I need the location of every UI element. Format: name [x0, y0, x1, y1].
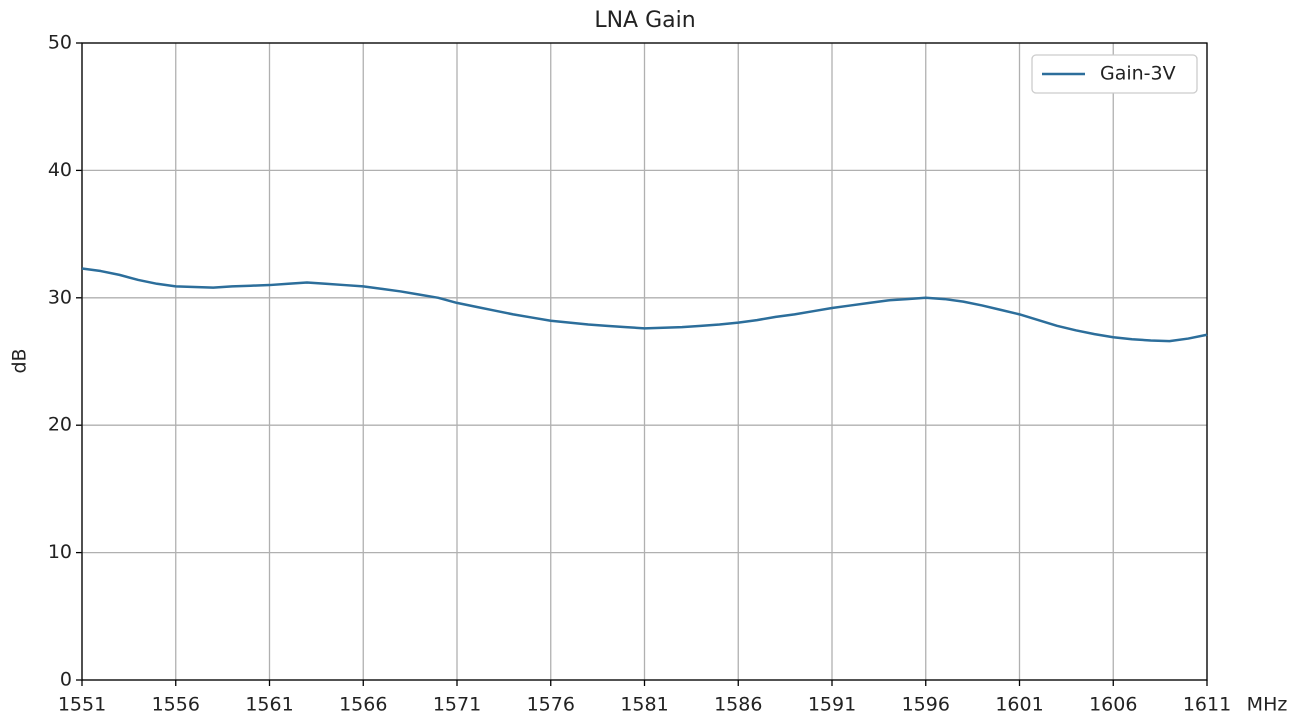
x-tick-label: 1571	[433, 694, 481, 716]
y-tick-label: 30	[48, 286, 72, 308]
y-tick-label: 10	[48, 541, 72, 563]
chart-title: LNA Gain	[594, 8, 695, 33]
legend-label: Gain-3V	[1100, 63, 1176, 85]
legend-box	[1031, 54, 1198, 94]
x-tick-label: 1601	[995, 694, 1043, 716]
x-tick-label: 1561	[245, 694, 293, 716]
x-tick-label: 1591	[808, 694, 856, 716]
plot-frame	[81, 42, 1208, 681]
x-axis-label: MHz	[1247, 694, 1288, 716]
x-tick-label: 1611	[1183, 694, 1231, 716]
y-tick-label: 50	[48, 32, 72, 54]
x-tick-label: 1586	[714, 694, 762, 716]
x-tick-label: 1556	[152, 694, 200, 716]
y-axis-label: dB	[9, 348, 31, 373]
x-tick-label: 1596	[902, 694, 950, 716]
x-tick-label: 1566	[339, 694, 387, 716]
y-tick-label: 20	[48, 414, 72, 436]
x-tick-label: 1551	[58, 694, 106, 716]
x-tick-label: 1606	[1089, 694, 1137, 716]
x-tick-label: 1576	[527, 694, 575, 716]
x-tick-label: 1581	[620, 694, 668, 716]
y-tick-label: 0	[60, 669, 72, 691]
y-tick-label: 40	[48, 159, 72, 181]
data-line	[81, 267, 1208, 343]
